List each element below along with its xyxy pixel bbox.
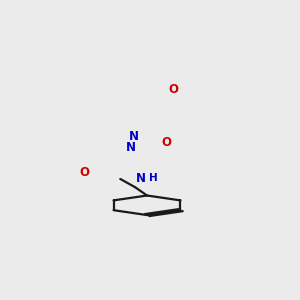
Text: O: O [80, 166, 90, 179]
Text: O: O [161, 136, 171, 148]
Text: O: O [169, 83, 178, 96]
Text: N: N [126, 141, 136, 154]
Text: N: N [129, 130, 139, 143]
Text: N: N [136, 172, 146, 185]
Text: H: H [148, 173, 157, 183]
